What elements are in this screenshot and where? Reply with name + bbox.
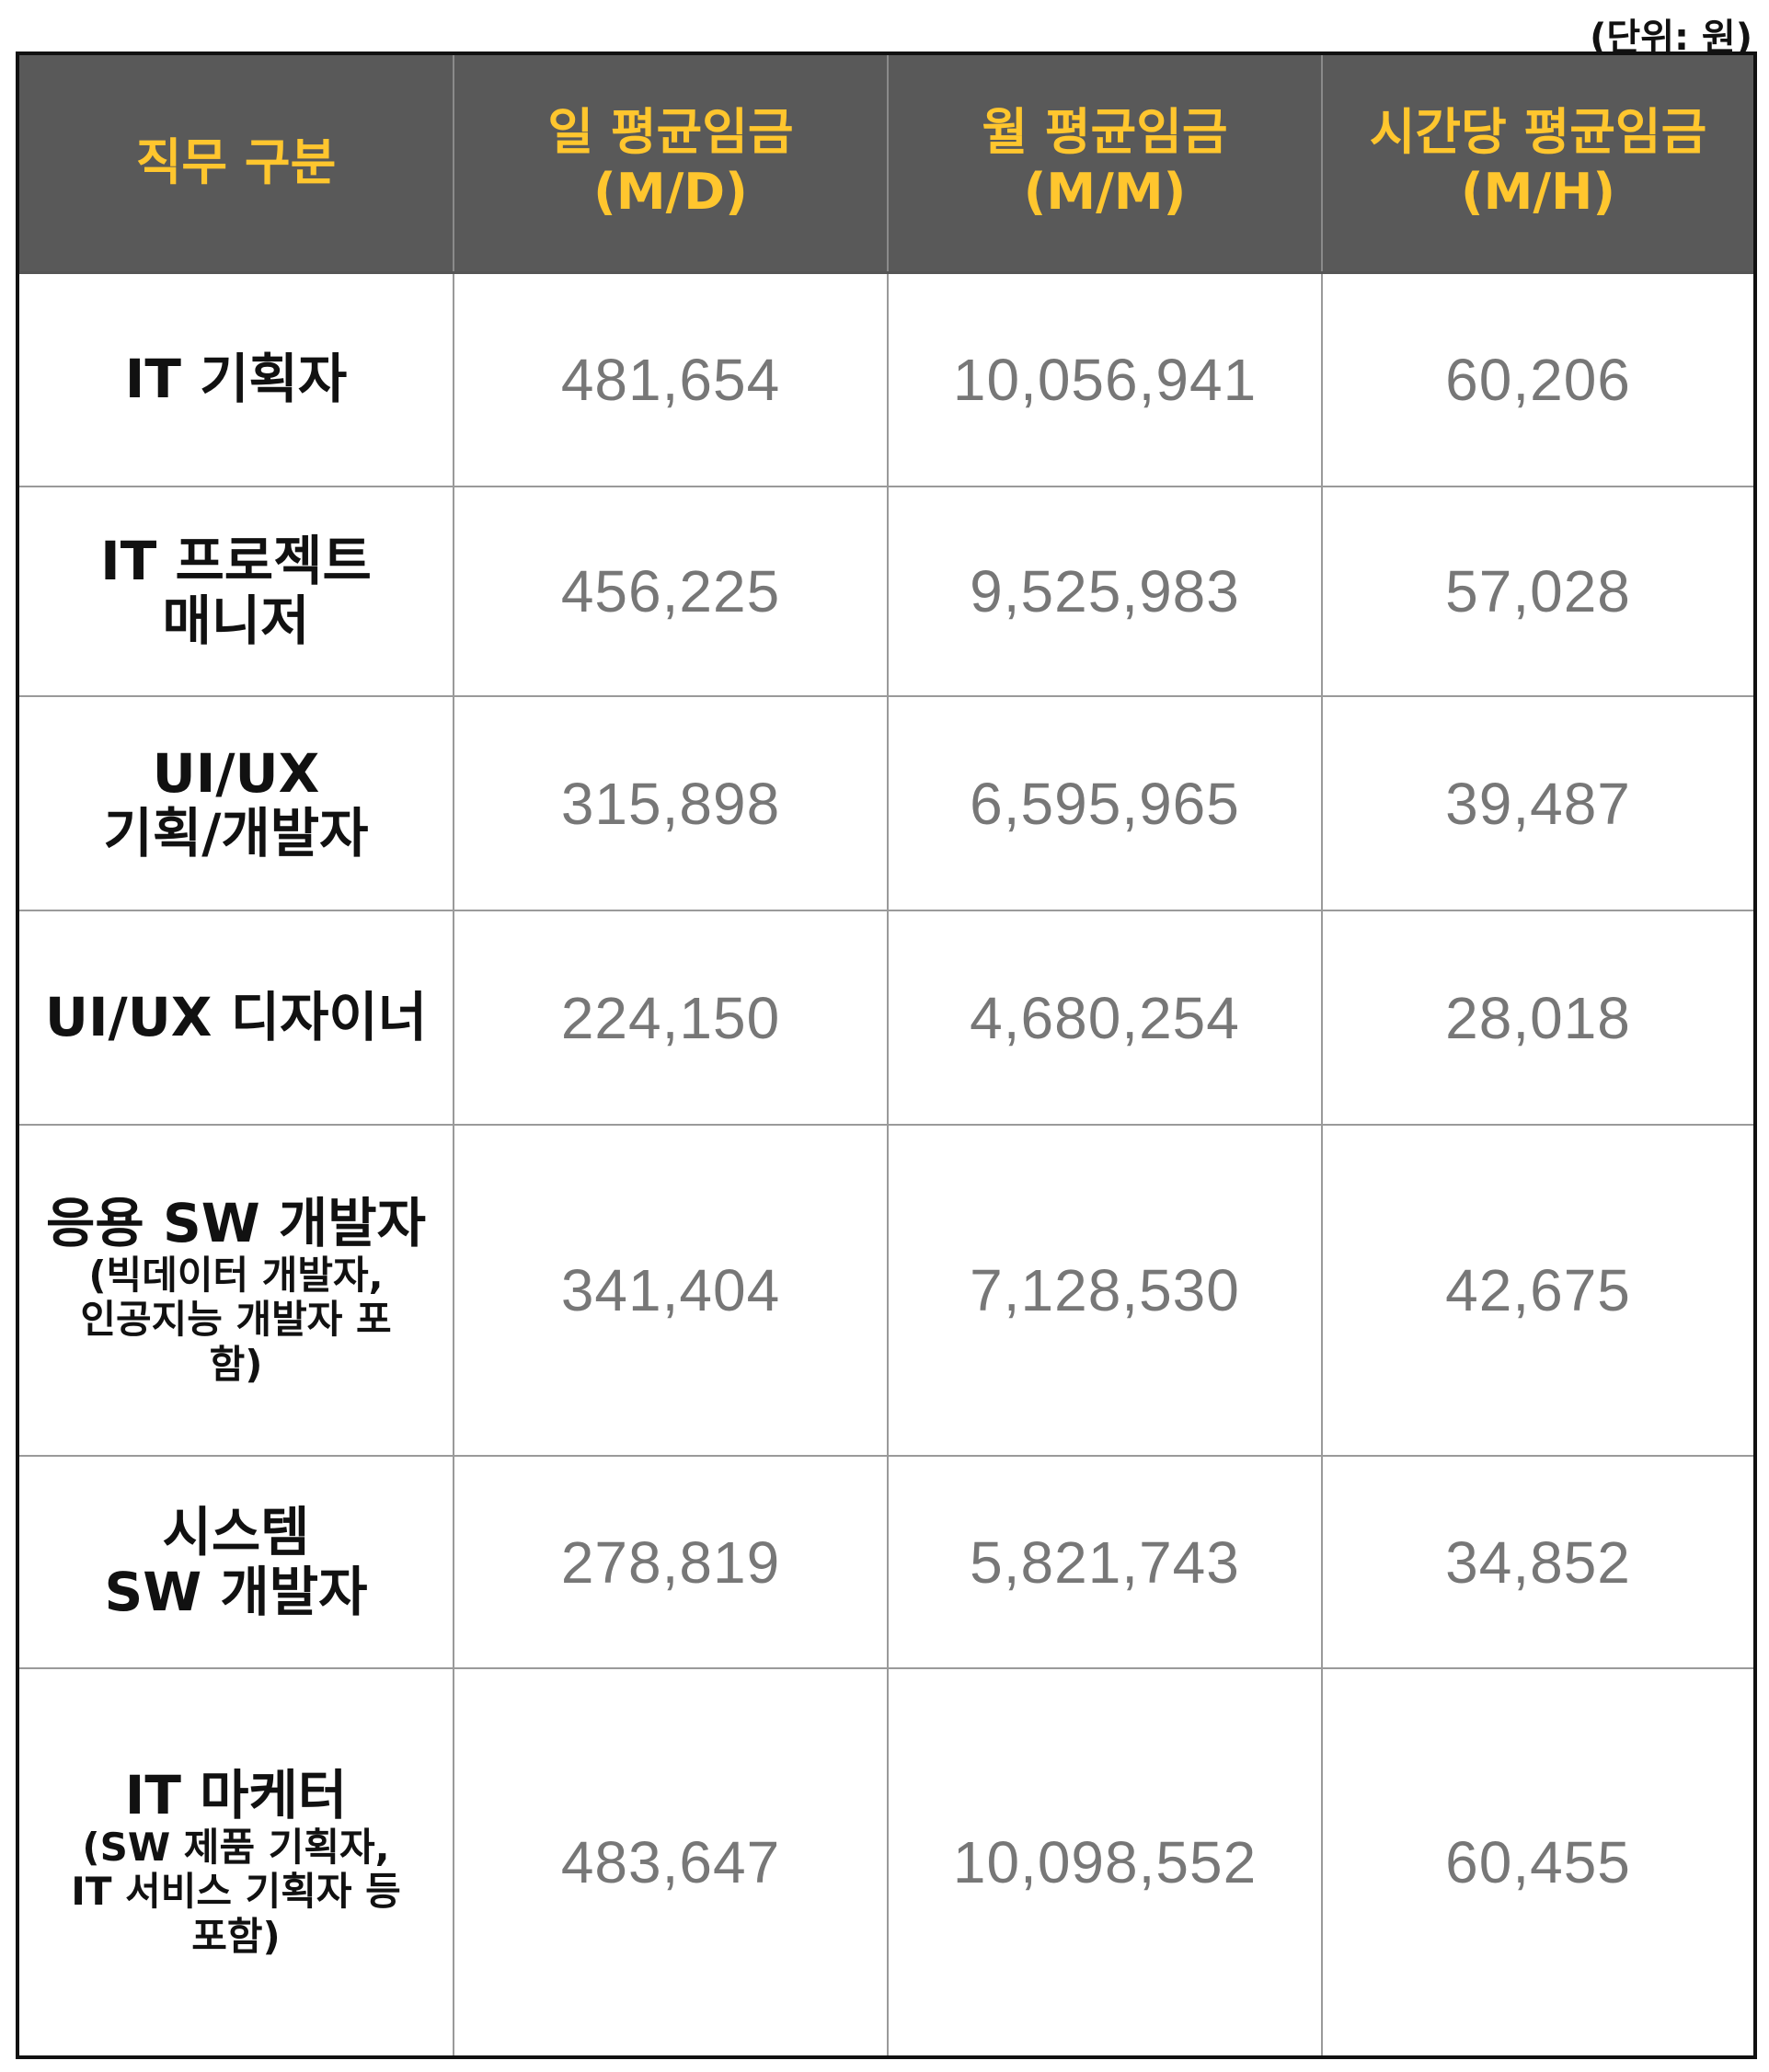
header-unit: (M/M): [1023, 163, 1187, 222]
job-role-name: IT 프로젝트: [100, 530, 372, 593]
table-row: IT 기획자 481,654 10,056,941 60,206: [19, 271, 1753, 487]
header-label: 일 평균임금: [547, 103, 794, 162]
monthly-wage-cell: 10,098,552: [888, 1667, 1323, 2055]
hourly-wage-cell: 39,487: [1322, 695, 1753, 910]
hourly-wage-cell: 34,852: [1322, 1455, 1753, 1668]
hourly-wage-cell: 57,028: [1322, 486, 1753, 696]
job-role-note: 포함): [191, 1913, 281, 1959]
table-row: UI/UX 디자이너 224,150 4,680,254 28,018: [19, 910, 1753, 1125]
hourly-wage-cell: 42,675: [1322, 1124, 1753, 1456]
monthly-wage-cell: 5,821,743: [888, 1455, 1323, 1668]
monthly-wage-cell: 4,680,254: [888, 910, 1323, 1125]
hourly-wage-cell: 28,018: [1322, 910, 1753, 1125]
header-hourly-wage: 시간당 평균임금 (M/H): [1322, 55, 1753, 274]
header-label: 월 평균임금: [982, 103, 1228, 162]
daily-wage-cell: 456,225: [454, 486, 889, 696]
daily-wage-cell: 224,150: [454, 910, 889, 1125]
job-role-note: (빅데이터 개발자,: [88, 1253, 384, 1299]
job-role-cell: IT 기획자: [19, 271, 454, 487]
header-label: 시간당 평균임금: [1369, 103, 1707, 162]
header-unit: (M/H): [1460, 163, 1615, 222]
job-role-name: 기획/개발자: [103, 801, 369, 864]
job-role-name: 매니저: [162, 590, 310, 652]
table-row: 응용 SW 개발자 (빅데이터 개발자, 인공지능 개발자 포 함) 341,4…: [19, 1124, 1753, 1456]
daily-wage-cell: 315,898: [454, 695, 889, 910]
job-role-name: IT 기획자: [124, 348, 348, 411]
job-role-name: 시스템: [162, 1500, 310, 1563]
daily-wage-cell: 278,819: [454, 1455, 889, 1668]
monthly-wage-cell: 6,595,965: [888, 695, 1323, 910]
job-role-cell: 응용 SW 개발자 (빅데이터 개발자, 인공지능 개발자 포 함): [19, 1124, 454, 1456]
job-role-note: (SW 제품 기획자,: [82, 1825, 390, 1871]
header-unit: (M/D): [593, 163, 748, 222]
table-row: IT 프로젝트 매니저 456,225 9,525,983 57,028: [19, 486, 1753, 696]
table-row: 시스템 SW 개발자 278,819 5,821,743 34,852: [19, 1455, 1753, 1668]
monthly-wage-cell: 9,525,983: [888, 486, 1323, 696]
job-role-name: 응용 SW 개발자: [46, 1192, 426, 1255]
job-role-name: UI/UX: [152, 741, 320, 805]
job-role-cell: UI/UX 디자이너: [19, 910, 454, 1125]
hourly-wage-cell: 60,455: [1322, 1667, 1753, 2055]
monthly-wage-cell: 10,056,941: [888, 271, 1323, 487]
table-row: IT 마케터 (SW 제품 기획자, IT 서비스 기획자 등 포함) 483,…: [19, 1667, 1753, 2055]
wage-table-container: 직무 구분 일 평균임금 (M/D) 월 평균임금 (M/M) 시간당 평균임금…: [16, 52, 1757, 2059]
daily-wage-cell: 481,654: [454, 271, 889, 487]
table-header-row: 직무 구분 일 평균임금 (M/D) 월 평균임금 (M/M) 시간당 평균임금…: [19, 55, 1753, 274]
monthly-wage-cell: 7,128,530: [888, 1124, 1323, 1456]
header-monthly-wage: 월 평균임금 (M/M): [888, 55, 1323, 274]
table-row: UI/UX 기획/개발자 315,898 6,595,965 39,487: [19, 695, 1753, 910]
header-daily-wage: 일 평균임금 (M/D): [454, 55, 889, 274]
job-role-name: IT 마케터: [124, 1764, 348, 1827]
job-role-cell: 시스템 SW 개발자: [19, 1455, 454, 1668]
job-role-note: 함): [209, 1341, 263, 1387]
hourly-wage-cell: 60,206: [1322, 271, 1753, 487]
job-role-name: UI/UX 디자이너: [44, 986, 428, 1049]
daily-wage-cell: 341,404: [454, 1124, 889, 1456]
job-role-note: 인공지능 개발자 포: [80, 1297, 392, 1343]
header-job-category: 직무 구분: [19, 55, 454, 274]
job-role-cell: IT 마케터 (SW 제품 기획자, IT 서비스 기획자 등 포함): [19, 1667, 454, 2055]
job-role-cell: UI/UX 기획/개발자: [19, 695, 454, 910]
job-role-name: SW 개발자: [104, 1560, 368, 1623]
wage-table: 직무 구분 일 평균임금 (M/D) 월 평균임금 (M/M) 시간당 평균임금…: [19, 55, 1753, 2055]
header-label: 직무 구분: [135, 132, 337, 191]
job-role-note: IT 서비스 기획자 등: [71, 1869, 401, 1915]
daily-wage-cell: 483,647: [454, 1667, 889, 2055]
job-role-cell: IT 프로젝트 매니저: [19, 486, 454, 696]
